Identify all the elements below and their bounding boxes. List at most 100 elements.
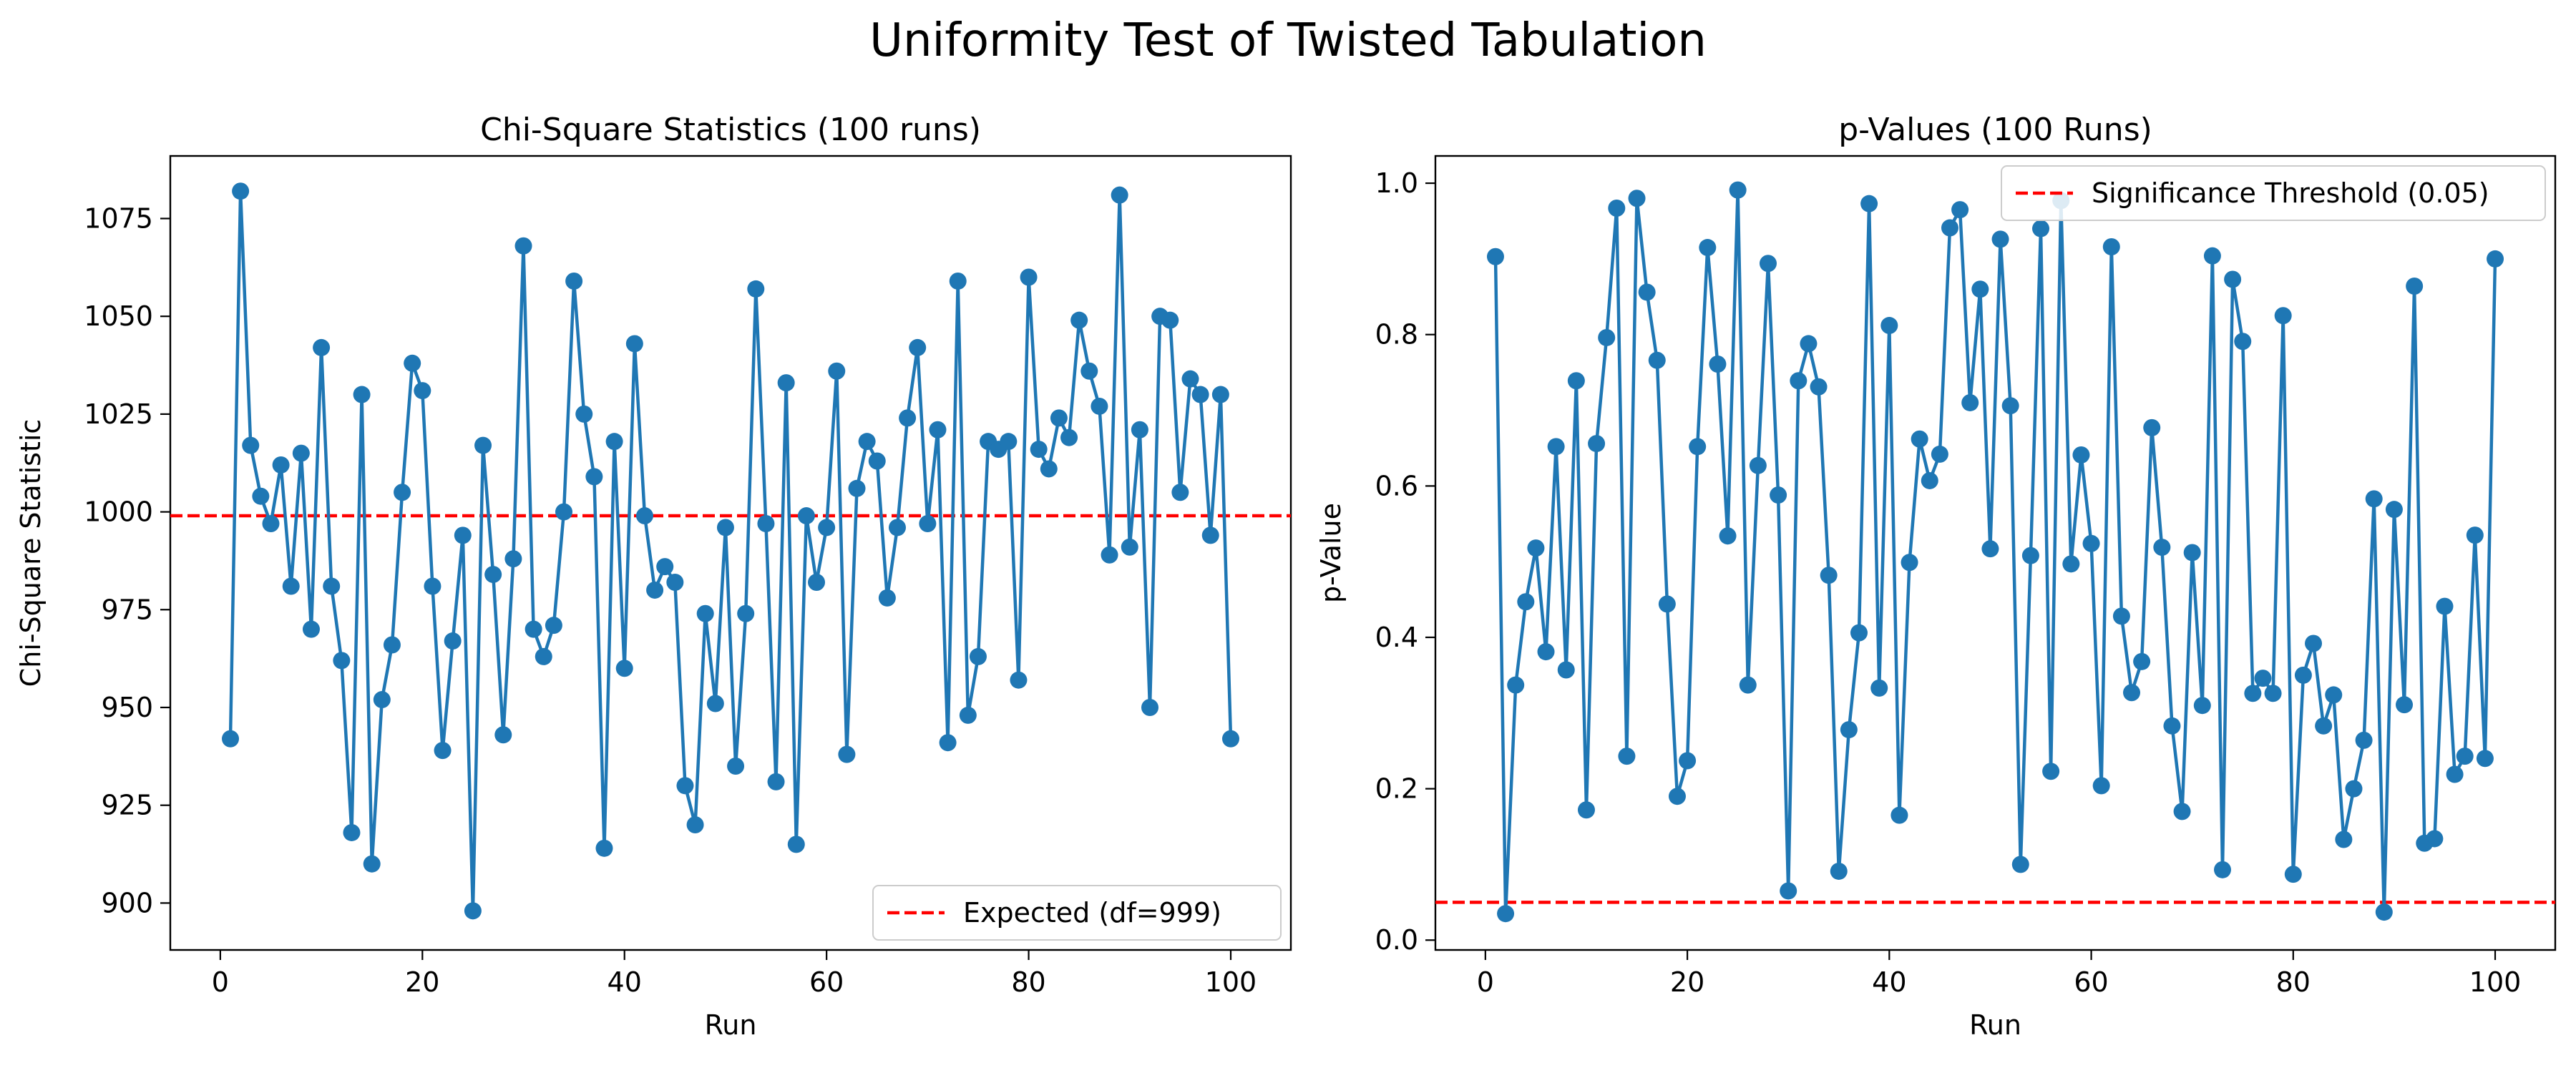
data-point xyxy=(808,574,826,592)
data-point xyxy=(1658,595,1676,613)
data-point xyxy=(535,647,552,665)
data-point xyxy=(232,182,250,200)
data-point xyxy=(939,734,957,752)
data-point xyxy=(1608,200,1626,217)
data-point xyxy=(1191,386,1209,403)
data-point xyxy=(2123,684,2141,702)
x-tick-label: 0 xyxy=(212,966,229,998)
data-point xyxy=(343,823,361,841)
data-point xyxy=(2153,539,2171,557)
data-point xyxy=(1557,661,1575,679)
data-point xyxy=(1941,219,1958,237)
y-axis-label: Chi-Square Statistic xyxy=(15,419,47,687)
data-point xyxy=(969,647,987,665)
data-point xyxy=(919,514,937,532)
x-tick-label: 40 xyxy=(1872,966,1906,998)
data-point xyxy=(514,237,532,255)
data-point xyxy=(565,272,583,290)
data-point xyxy=(1080,362,1098,380)
data-point xyxy=(373,691,391,709)
data-point xyxy=(333,652,351,670)
series-line xyxy=(228,189,1233,913)
data-point xyxy=(848,479,866,497)
data-point xyxy=(2375,903,2393,921)
data-point xyxy=(2385,501,2403,519)
plot-area xyxy=(170,182,1291,920)
data-point xyxy=(1961,393,1979,411)
data-point xyxy=(1951,201,1969,219)
data-point xyxy=(686,816,704,834)
data-point xyxy=(2183,544,2201,562)
data-point xyxy=(2305,635,2323,652)
data-point xyxy=(1507,676,1525,694)
data-point xyxy=(434,742,452,760)
legend-box xyxy=(2001,165,2546,221)
data-point xyxy=(2001,397,2019,415)
y-axis-label: p-Value xyxy=(1315,503,1347,603)
data-point xyxy=(949,272,967,290)
data-point xyxy=(1070,311,1088,329)
data-point xyxy=(888,519,906,536)
data-point xyxy=(1830,862,1848,880)
data-point xyxy=(1850,624,1868,642)
data-point xyxy=(1860,195,1878,212)
data-point xyxy=(2062,555,2080,573)
x-tick-label: 100 xyxy=(2469,966,2522,998)
data-point xyxy=(2274,307,2292,325)
data-point xyxy=(1567,372,1585,390)
data-point xyxy=(1749,456,1767,474)
data-point xyxy=(2396,696,2414,714)
data-point xyxy=(2203,247,2221,265)
data-point xyxy=(1679,752,1697,770)
data-point xyxy=(1161,311,1179,329)
data-point xyxy=(353,386,371,403)
data-point xyxy=(1221,730,1239,748)
legend-box xyxy=(872,885,1282,941)
data-point xyxy=(2133,652,2151,670)
data-point xyxy=(1598,328,1616,346)
data-point xyxy=(1890,806,1908,824)
data-point xyxy=(1020,268,1038,286)
data-point xyxy=(635,507,653,525)
data-point xyxy=(1121,538,1138,556)
data-point xyxy=(747,280,765,298)
data-point xyxy=(1668,788,1686,805)
data-point xyxy=(1991,230,2009,248)
data-point xyxy=(1689,438,1707,456)
data-point xyxy=(858,433,876,451)
data-point xyxy=(1790,372,1807,390)
data-point xyxy=(2143,418,2161,436)
x-tick-label: 80 xyxy=(2276,966,2311,998)
data-point xyxy=(1131,421,1148,438)
data-point xyxy=(383,636,401,654)
data-point xyxy=(2112,607,2130,625)
data-point xyxy=(2102,237,2120,255)
data-point xyxy=(2284,866,2302,883)
chi-square-panel: Chi-Square Statistics (100 runs) 0 20 40 60 8… xyxy=(15,112,1292,1041)
data-point xyxy=(464,902,482,920)
data-point xyxy=(2173,803,2191,820)
data-point xyxy=(2244,685,2262,702)
data-point xyxy=(363,855,381,873)
data-point xyxy=(1739,676,1757,694)
data-point xyxy=(292,444,310,462)
data-point xyxy=(818,519,836,536)
data-point xyxy=(282,577,300,595)
data-point xyxy=(787,836,805,853)
data-point xyxy=(1870,679,1888,697)
data-point xyxy=(1010,671,1028,689)
data-point xyxy=(656,558,674,576)
data-point xyxy=(1111,186,1128,204)
data-point xyxy=(2436,597,2454,615)
data-point xyxy=(525,620,542,638)
data-point xyxy=(1000,433,1018,451)
data-point xyxy=(2163,717,2181,735)
data-point xyxy=(797,507,815,525)
y-tick-label: 900 xyxy=(101,887,153,918)
y-tick-label: 0.6 xyxy=(1375,470,1418,501)
data-point xyxy=(1527,539,1545,557)
data-point xyxy=(2315,717,2333,735)
data-point xyxy=(313,338,331,356)
plot-frame xyxy=(169,155,1292,951)
